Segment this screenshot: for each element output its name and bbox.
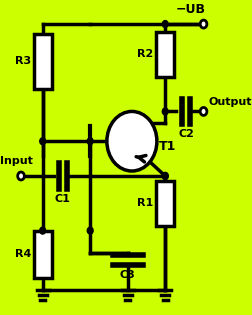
Circle shape xyxy=(87,227,93,234)
Text: R2: R2 xyxy=(137,49,153,59)
Text: R3: R3 xyxy=(15,56,31,66)
Bar xyxy=(33,231,52,278)
Circle shape xyxy=(40,227,45,234)
Circle shape xyxy=(199,20,206,28)
Text: T1: T1 xyxy=(158,140,175,153)
Circle shape xyxy=(40,138,45,145)
Bar xyxy=(33,34,52,89)
Circle shape xyxy=(162,20,168,27)
Circle shape xyxy=(162,173,168,180)
Circle shape xyxy=(87,138,93,145)
Text: C2: C2 xyxy=(177,129,193,139)
Circle shape xyxy=(162,108,168,115)
Text: C3: C3 xyxy=(119,270,135,280)
Circle shape xyxy=(18,172,24,180)
Bar xyxy=(155,32,174,77)
Text: Output: Output xyxy=(208,96,251,106)
Text: R1: R1 xyxy=(137,198,153,208)
Bar xyxy=(155,181,174,226)
Circle shape xyxy=(199,107,206,115)
Text: Input: Input xyxy=(1,156,33,166)
Text: −UB: −UB xyxy=(175,3,204,16)
Circle shape xyxy=(162,173,168,180)
Text: R4: R4 xyxy=(15,249,31,260)
Circle shape xyxy=(106,112,156,171)
Text: C1: C1 xyxy=(54,194,70,204)
